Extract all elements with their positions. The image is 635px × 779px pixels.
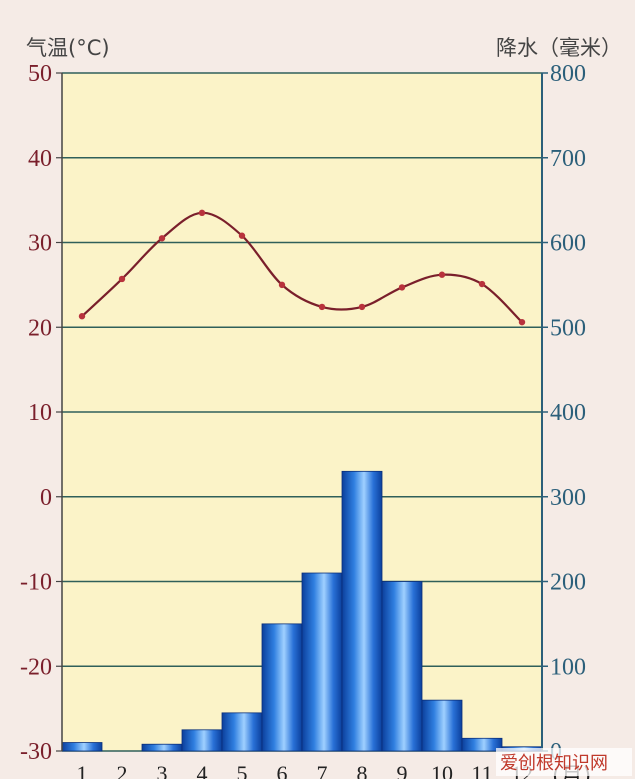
temperature-point: [238, 232, 246, 239]
temperature-point: [438, 271, 446, 278]
month-tick-label: 8: [357, 761, 368, 779]
precipitation-tick-label: 800: [550, 61, 586, 87]
month-tick-label: 11: [471, 761, 492, 779]
temperature-point: [318, 303, 326, 311]
precipitation-bar: [381, 581, 423, 752]
temperature-tick-label: 20: [28, 315, 52, 341]
temperature-point: [278, 281, 286, 289]
precipitation-bar: [61, 742, 103, 752]
temperature-line: [78, 209, 526, 326]
temperature-tick-label: 30: [28, 231, 52, 257]
precipitation-tick-label: 200: [550, 570, 586, 596]
temperature-point: [78, 313, 86, 320]
month-tick-label: 10: [431, 761, 453, 779]
precipitation-tick-label: 300: [550, 485, 586, 511]
temperature-tick-label: 50: [28, 61, 52, 87]
temperature-tick-label: -20: [20, 654, 52, 680]
month-tick-label: 1: [77, 761, 88, 779]
right-axis-title: 降水（毫米）: [496, 36, 622, 60]
precipitation-tick-label: 500: [550, 315, 586, 341]
month-tick-label: 9: [397, 761, 408, 779]
precipitation-bar: [301, 572, 343, 752]
temperature-tick-label: 10: [28, 400, 52, 426]
temperature-point: [478, 280, 486, 288]
precipitation-bars: [61, 470, 543, 752]
temperature-axis-ticks: -30 -20 -10 0 10 20 30 40 50: [20, 61, 62, 765]
precipitation-tick-label: 600: [550, 231, 586, 257]
precipitation-bar: [421, 699, 463, 752]
watermark-text: 爱创根知识网: [500, 753, 608, 774]
month-tick-label: 7: [317, 761, 328, 779]
precipitation-tick-label: 400: [550, 400, 586, 426]
month-axis-ticks: 123456789101112: [77, 761, 534, 779]
month-tick-label: 4: [197, 761, 208, 779]
temperature-point: [398, 284, 406, 291]
temperature-point: [518, 318, 526, 326]
temperature-tick-label: 40: [28, 146, 52, 172]
watermark-bg: [496, 748, 632, 776]
precipitation-bar: [141, 743, 183, 752]
precipitation-bar: [261, 623, 303, 752]
precipitation-bar: [341, 470, 383, 752]
precipitation-tick-label: 700: [550, 146, 586, 172]
temperature-tick-label: -30: [20, 739, 52, 765]
temperature-tick-label: -10: [20, 570, 52, 596]
month-tick-label: 2: [117, 761, 128, 779]
left-axis-title: 气温(°C): [26, 36, 110, 60]
temperature-point: [198, 209, 206, 217]
temperature-tick-label: 0: [40, 485, 52, 511]
month-tick-label: 3: [157, 761, 168, 779]
month-tick-label: 6: [277, 761, 288, 779]
temperature-point: [358, 303, 366, 311]
precipitation-bar: [181, 729, 223, 752]
precipitation-bar: [221, 712, 263, 752]
month-tick-label: 5: [237, 761, 248, 779]
temperature-point: [158, 235, 166, 242]
precipitation-bar: [461, 737, 503, 752]
precipitation-tick-label: 100: [550, 654, 586, 680]
temperature-point: [118, 275, 126, 283]
